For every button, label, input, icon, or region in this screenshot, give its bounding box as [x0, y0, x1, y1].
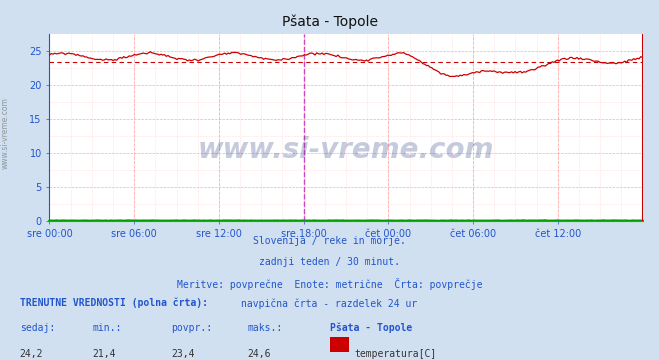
Text: Slovenija / reke in morje.: Slovenija / reke in morje.	[253, 236, 406, 246]
Text: min.:: min.:	[92, 323, 122, 333]
Text: maks.:: maks.:	[247, 323, 282, 333]
Text: Pšata - Topole: Pšata - Topole	[330, 323, 412, 333]
Text: www.si-vreme.com: www.si-vreme.com	[1, 97, 10, 169]
Text: TRENUTNE VREDNOSTI (polna črta):: TRENUTNE VREDNOSTI (polna črta):	[20, 297, 208, 307]
Text: navpična črta - razdelek 24 ur: navpična črta - razdelek 24 ur	[241, 298, 418, 309]
Text: www.si-vreme.com: www.si-vreme.com	[198, 136, 494, 164]
Text: Pšata - Topole: Pšata - Topole	[281, 14, 378, 29]
Text: 24,6: 24,6	[247, 349, 271, 359]
Text: sedaj:: sedaj:	[20, 323, 55, 333]
Text: povpr.:: povpr.:	[171, 323, 212, 333]
Text: zadnji teden / 30 minut.: zadnji teden / 30 minut.	[259, 257, 400, 267]
Text: Meritve: povprečne  Enote: metrične  Črta: povprečje: Meritve: povprečne Enote: metrične Črta:…	[177, 278, 482, 289]
Text: 21,4: 21,4	[92, 349, 116, 359]
Text: 24,2: 24,2	[20, 349, 43, 359]
Text: 23,4: 23,4	[171, 349, 195, 359]
Text: temperatura[C]: temperatura[C]	[355, 349, 437, 359]
